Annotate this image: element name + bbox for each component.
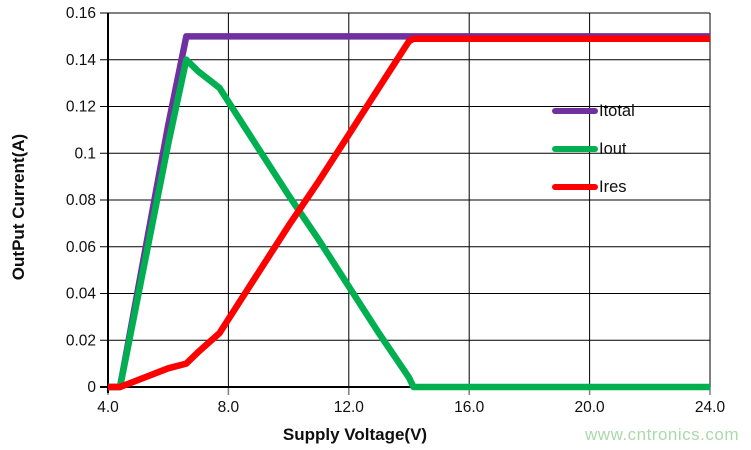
- svg-text:0.08: 0.08: [66, 192, 96, 209]
- legend-swatch-itotal-icon: [552, 108, 598, 114]
- svg-text:0.06: 0.06: [66, 239, 96, 256]
- svg-text:0.04: 0.04: [66, 286, 97, 303]
- svg-text:8.0: 8.0: [218, 399, 240, 416]
- legend: Itotal Iout Ires: [552, 92, 635, 206]
- svg-text:0.02: 0.02: [66, 332, 96, 349]
- svg-text:0.16: 0.16: [66, 5, 96, 22]
- svg-text:24.0: 24.0: [695, 399, 726, 416]
- svg-text:0: 0: [87, 379, 96, 396]
- svg-text:0.12: 0.12: [66, 99, 96, 116]
- legend-item-iout: Iout: [552, 130, 635, 168]
- svg-text:4.0: 4.0: [97, 399, 119, 416]
- legend-label-itotal: Itotal: [599, 101, 635, 120]
- legend-item-ires: Ires: [552, 168, 635, 206]
- svg-text:20.0: 20.0: [575, 399, 606, 416]
- legend-item-itotal: Itotal: [552, 92, 635, 130]
- legend-swatch-ires-icon: [552, 184, 598, 190]
- x-axis-title: Supply Voltage(V): [282, 425, 428, 444]
- svg-text:12.0: 12.0: [334, 399, 365, 416]
- y-axis-title: OutPut Current(A): [9, 133, 28, 281]
- legend-swatch-iout-icon: [552, 146, 598, 152]
- legend-label-iout: Iout: [599, 139, 627, 158]
- watermark: www.cntronics.com: [585, 425, 739, 444]
- legend-label-ires: Ires: [599, 177, 627, 196]
- svg-text:16.0: 16.0: [454, 399, 485, 416]
- svg-text:0.1: 0.1: [74, 145, 96, 162]
- svg-text:0.14: 0.14: [66, 52, 97, 69]
